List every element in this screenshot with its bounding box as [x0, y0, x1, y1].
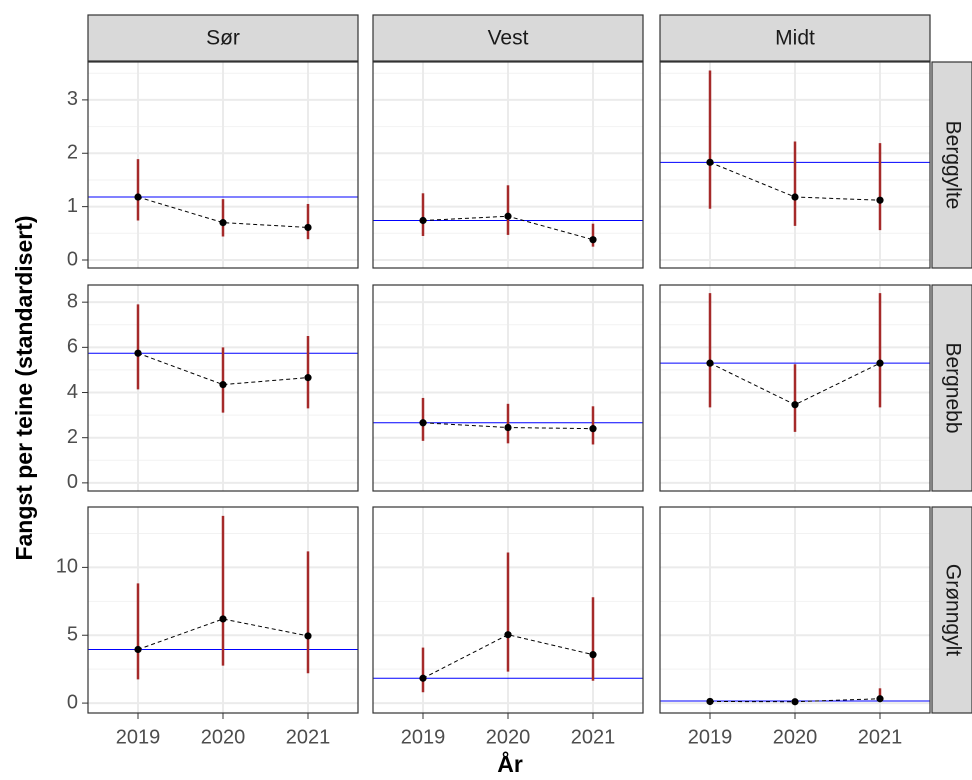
point	[876, 695, 884, 703]
x-tick-label: 2021	[571, 726, 616, 748]
point	[791, 401, 799, 409]
panel-border	[372, 61, 644, 269]
point	[706, 697, 714, 706]
x-tick-label: 2020	[201, 726, 246, 748]
trend-line	[137, 618, 309, 650]
point	[504, 423, 512, 432]
column-strip	[372, 14, 644, 62]
point	[219, 381, 227, 389]
panel-border	[87, 284, 359, 492]
x-tick-label: 2019	[116, 726, 161, 748]
point	[219, 219, 227, 227]
x-tick-label: 2020	[773, 726, 818, 748]
x-tick-label: 2021	[286, 726, 331, 748]
y-tick-label: 1	[67, 195, 78, 217]
point	[419, 419, 427, 427]
point	[134, 193, 142, 201]
panel-border	[372, 284, 644, 492]
point	[304, 374, 312, 382]
trend-line	[137, 196, 309, 228]
point	[419, 674, 427, 682]
y-tick-label: 0	[67, 471, 78, 493]
panel-border	[659, 61, 931, 269]
row-strip-label: Berggylte	[941, 121, 964, 210]
column-strip	[659, 14, 931, 62]
point	[504, 631, 512, 639]
point	[589, 425, 597, 433]
point	[876, 359, 884, 367]
y-tick-label: 2	[67, 142, 78, 164]
point	[219, 615, 227, 623]
x-tick-label: 2021	[858, 726, 903, 748]
y-tick-label: 0	[67, 691, 78, 713]
point	[504, 212, 512, 220]
y-tick-label: 4	[67, 381, 78, 403]
y-tick-label: 0	[67, 248, 78, 270]
x-tick-label: 2019	[688, 726, 733, 748]
x-tick-label: 2020	[486, 726, 531, 748]
row-strip-label: Bergnebb	[941, 342, 964, 433]
trend-line	[422, 634, 594, 679]
panel-border	[87, 61, 359, 269]
point	[304, 223, 312, 232]
point	[791, 698, 799, 706]
y-tick-label: 2	[67, 426, 78, 448]
point	[304, 632, 312, 640]
y-axis-title: Fangst per teine (standardisert)	[11, 215, 37, 560]
point	[876, 196, 884, 204]
panel-border	[659, 284, 931, 492]
point	[706, 158, 714, 166]
column-strip-label: Sør	[206, 27, 240, 50]
row-strip	[931, 284, 972, 492]
y-tick-label: 3	[67, 88, 78, 110]
row-strip-label: Grønngylt	[941, 564, 964, 656]
trend-line	[137, 352, 309, 386]
row-strip	[931, 506, 972, 714]
point	[589, 236, 597, 244]
column-strip	[87, 14, 359, 62]
point	[706, 359, 714, 367]
y-tick-label: 10	[56, 556, 78, 578]
point	[791, 193, 799, 201]
y-tick-label: 5	[67, 624, 78, 646]
column-strip-label: Midt	[775, 27, 815, 50]
x-tick-label: 2019	[401, 726, 446, 748]
row-strip	[931, 61, 972, 269]
y-tick-label: 6	[67, 336, 78, 358]
column-strip-label: Vest	[488, 27, 529, 50]
point	[134, 349, 142, 357]
point	[134, 645, 142, 654]
point	[419, 216, 427, 225]
y-tick-label: 8	[67, 290, 78, 312]
point	[589, 651, 597, 659]
x-axis-title: År	[497, 750, 523, 777]
